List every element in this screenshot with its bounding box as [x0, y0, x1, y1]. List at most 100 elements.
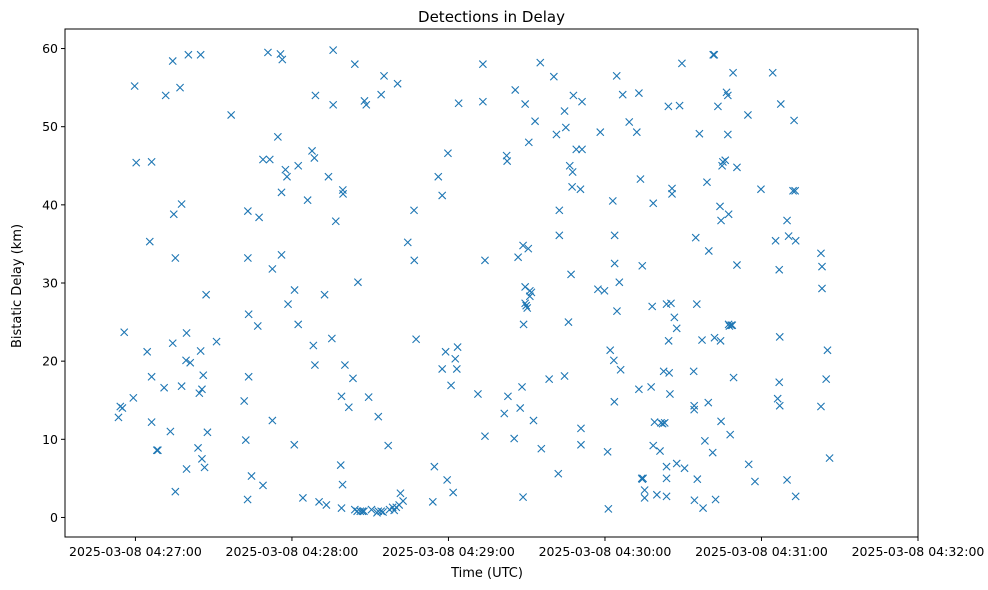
detection-marker [649, 441, 658, 450]
detection-marker [171, 254, 180, 262]
detection-marker [576, 440, 585, 449]
detection-marker [283, 172, 291, 181]
detection-marker [610, 259, 619, 268]
detection-marker [348, 374, 357, 383]
detection-marker [634, 89, 643, 98]
detection-marker [441, 347, 450, 356]
detection-marker [724, 210, 733, 219]
detection-marker [690, 496, 699, 505]
detection-marker [303, 196, 312, 205]
detection-marker [447, 381, 456, 390]
detection-marker [430, 462, 439, 471]
detection-marker [649, 199, 658, 208]
detection-marker [360, 96, 369, 105]
detection-marker [393, 79, 402, 88]
detection-marker [791, 492, 800, 501]
y-axis-title: Bistatic Delay (km) [10, 224, 25, 348]
detection-marker [428, 497, 437, 506]
detection-marker [241, 436, 250, 445]
detection-marker [723, 91, 732, 100]
detection-marker [744, 460, 753, 469]
detection-marker [524, 244, 533, 253]
detection-marker [695, 129, 704, 138]
detection-marker [664, 336, 673, 345]
detection-marker [340, 361, 349, 370]
detection-marker [775, 378, 784, 387]
detection-marker [514, 253, 523, 262]
detection-marker [657, 418, 666, 427]
y-tick-label: 20 [42, 354, 58, 369]
detection-marker [277, 188, 286, 197]
detection-marker [662, 492, 671, 501]
detection-marker [197, 454, 206, 463]
detection-marker [726, 430, 735, 439]
detection-marker [743, 110, 752, 119]
detection-marker [603, 447, 612, 456]
detection-marker [536, 58, 545, 67]
detection-marker [203, 428, 212, 437]
detection-marker [549, 72, 558, 81]
detection-marker [718, 157, 727, 166]
detection-marker [454, 99, 463, 108]
detection-marker [255, 213, 264, 222]
detection-marker [516, 404, 525, 413]
detection-marker [294, 161, 303, 170]
x-axis-ticks: 2025-03-08 04:27:00 2025-03-08 04:28:00 20… [69, 537, 984, 559]
detection-marker [732, 163, 741, 172]
detection-marker [130, 82, 139, 91]
detection-marker [639, 474, 648, 483]
y-tick-label: 50 [42, 119, 58, 134]
detection-marker [244, 372, 253, 381]
detection-marker [273, 132, 282, 141]
detection-marker [311, 91, 320, 100]
detection-marker [522, 301, 531, 310]
detection-marker [773, 394, 782, 403]
detection-marker [331, 217, 340, 226]
detection-marker [704, 398, 713, 407]
detection-marker [727, 321, 736, 330]
detection-marker [519, 493, 528, 502]
detection-marker [412, 335, 421, 344]
detection-marker [378, 508, 387, 516]
detection-marker [443, 149, 452, 158]
detection-marker [510, 434, 519, 443]
detection-marker [177, 200, 186, 209]
detection-marker [729, 373, 738, 382]
detection-marker [196, 50, 205, 59]
detection-marker [197, 385, 206, 394]
detection-marker [699, 504, 708, 513]
detection-marker [453, 343, 462, 352]
detection-marker [244, 310, 253, 319]
detection-marker [523, 304, 532, 312]
detection-marker [698, 336, 706, 345]
detection-marker [182, 465, 191, 473]
x-tick-label: 2025-03-08 04:28:00 [226, 544, 359, 559]
detection-marker [691, 233, 700, 242]
detection-marker [615, 278, 624, 287]
detection-marker [169, 210, 178, 219]
detection-marker [632, 128, 641, 137]
detection-marker [310, 153, 319, 162]
detection-marker [265, 155, 274, 164]
detection-marker [315, 497, 324, 506]
detection-marker [560, 372, 569, 380]
detection-marker [329, 46, 338, 55]
detection-marker [729, 68, 738, 77]
detection-marker [662, 474, 671, 483]
detection-marker [776, 100, 785, 109]
detection-marker [443, 475, 452, 484]
detection-marker [640, 493, 649, 502]
detection-marker [350, 505, 359, 514]
detection-marker [384, 441, 393, 450]
detection-marker [576, 185, 585, 194]
detection-marker [309, 341, 318, 350]
detection-marker [700, 436, 709, 445]
detection-marker [825, 454, 834, 463]
detection-marker [572, 145, 581, 154]
detection-marker [717, 417, 726, 426]
detection-marker [578, 145, 587, 154]
detection-marker [519, 320, 528, 329]
x-tick-label: 2025-03-08 04:27:00 [69, 544, 202, 559]
detection-marker [356, 507, 365, 516]
detection-marker [816, 249, 825, 258]
